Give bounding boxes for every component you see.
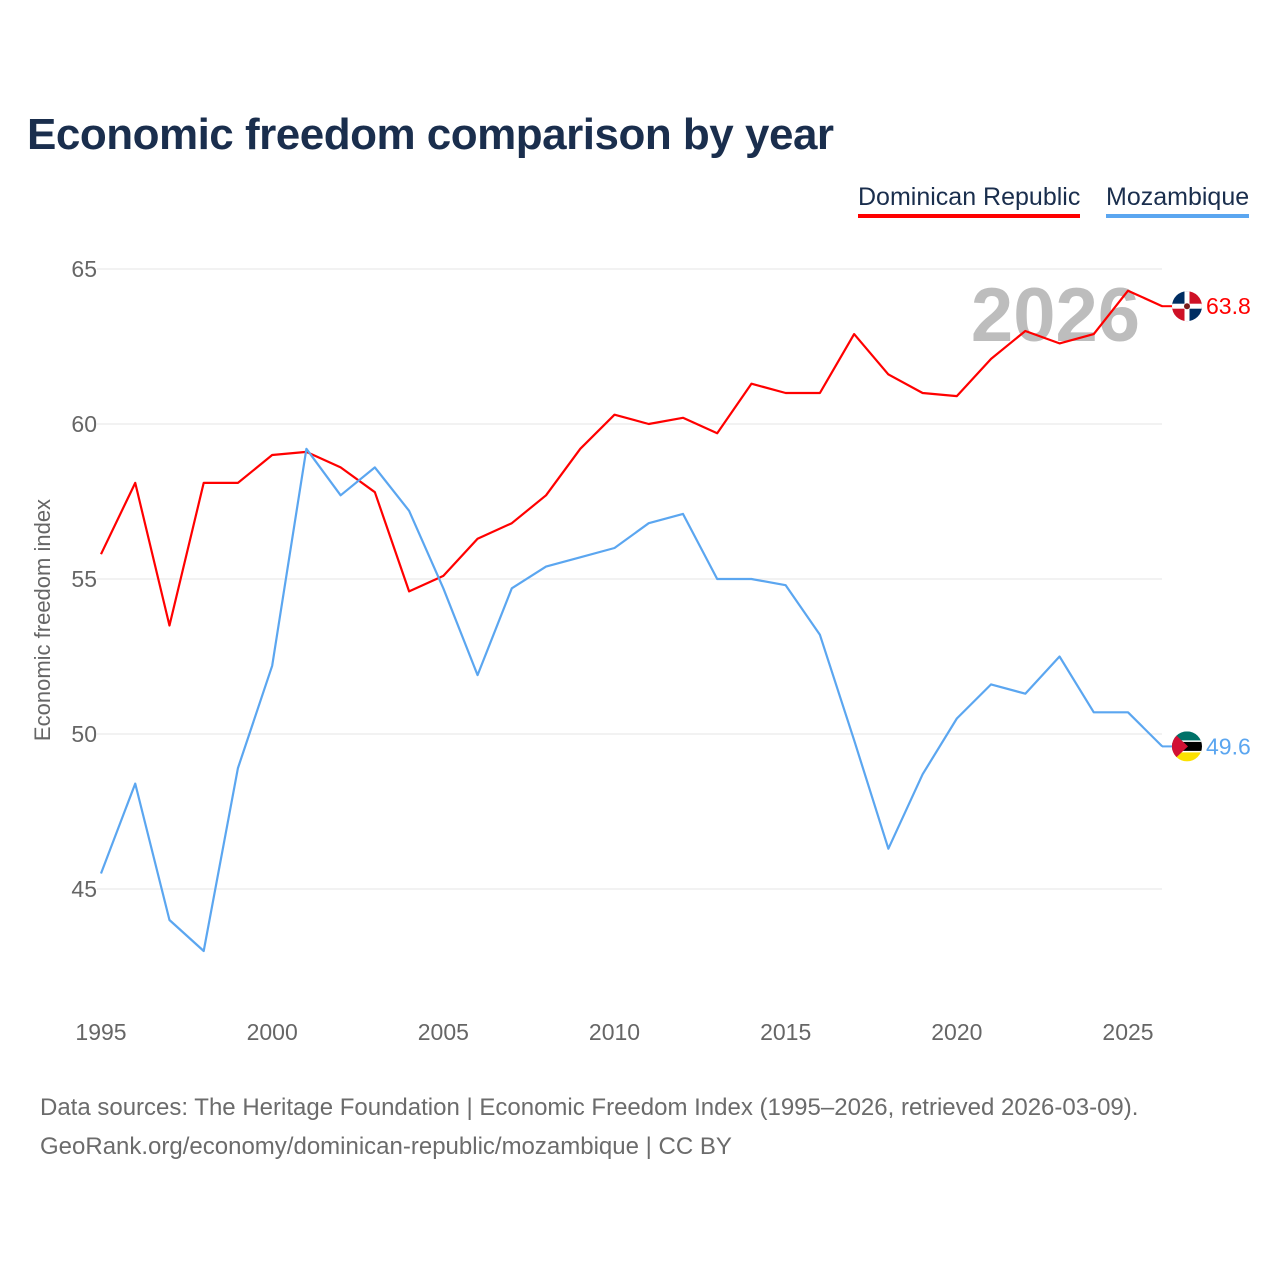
- x-tick-label: 2010: [589, 1019, 640, 1045]
- y-axis-label: Economic freedom index: [30, 499, 55, 741]
- data-source-text: Data sources: The Heritage Foundation | …: [40, 1094, 1139, 1121]
- footer: Data sources: The Heritage Foundation | …: [40, 1088, 1138, 1166]
- x-tick-label: 2005: [418, 1019, 469, 1045]
- x-tick-label: 2000: [247, 1019, 298, 1045]
- y-tick-label: 55: [71, 566, 97, 592]
- x-tick-label: 1995: [75, 1019, 126, 1045]
- legend-dominican-republic[interactable]: Dominican Republic: [858, 183, 1081, 218]
- series-line-mozambique: [99, 447, 1164, 953]
- series-line-dominican-republic: [100, 289, 1163, 627]
- attribution-link[interactable]: GeoRank.org/economy/dominican-republic/m…: [40, 1133, 732, 1160]
- end-value-label-dominican-republic: 63.8: [1206, 293, 1251, 319]
- mozambique-flag-icon: [1172, 731, 1202, 762]
- y-tick-label: 65: [71, 256, 97, 282]
- x-tick-label: 2020: [931, 1019, 982, 1045]
- end-value-label-mozambique: 49.6: [1206, 733, 1251, 759]
- dominican-republic-flag-icon: [1172, 291, 1202, 322]
- legend-mozambique[interactable]: Mozambique: [1106, 183, 1250, 218]
- x-tick-label: 2025: [1102, 1019, 1153, 1045]
- year-watermark: 2026: [971, 273, 1140, 358]
- line-chart: 45 50 55 60 65 1995 2000 2005 2010 2015 2020 2025 Ec…: [30, 256, 1251, 1045]
- y-tick-label: 45: [71, 876, 97, 902]
- y-tick-label: 60: [71, 411, 97, 437]
- chart-title: Economic freedom comparison by year: [27, 110, 834, 159]
- x-tick-label: 2015: [760, 1019, 811, 1045]
- y-tick-label: 50: [71, 721, 97, 747]
